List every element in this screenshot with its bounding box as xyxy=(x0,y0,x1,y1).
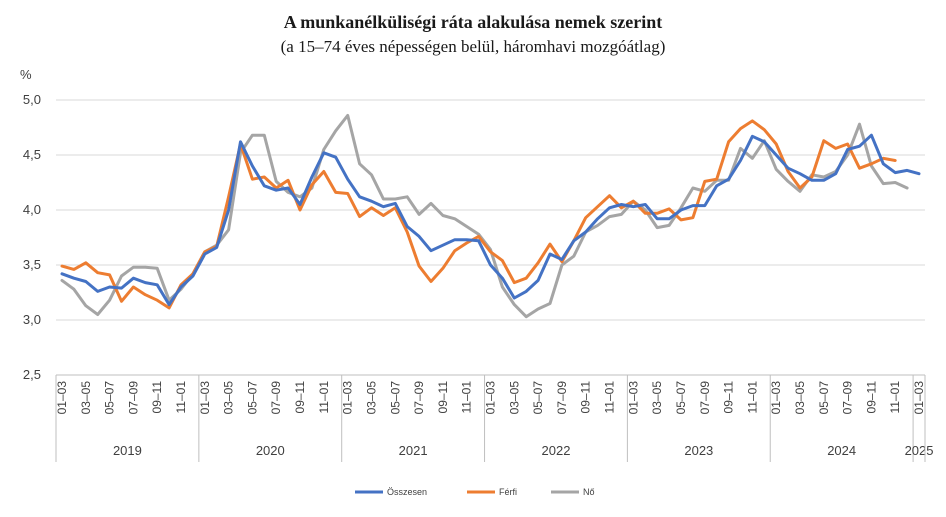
x-tick-label: 03–05 xyxy=(793,381,807,415)
series-line-osszesen xyxy=(60,133,921,307)
legend-label: Nő xyxy=(583,487,595,497)
x-tick-label: 11–01 xyxy=(888,381,902,414)
x-tick-label: 03–05 xyxy=(364,381,378,415)
y-tick-label: 2,5 xyxy=(23,367,41,382)
x-tick-label: 07–09 xyxy=(555,381,569,415)
x-tick-label: 01–03 xyxy=(626,381,640,415)
y-tick-label: 5,0 xyxy=(23,92,41,107)
x-tick-label: 09–11 xyxy=(579,381,593,414)
chart-title: A munkanélküliségi ráta alakulása nemek … xyxy=(283,12,663,32)
x-tick-label: 09–11 xyxy=(293,381,307,414)
y-tick-label: 4,5 xyxy=(23,147,41,162)
x-tick-label: 01–03 xyxy=(55,381,69,415)
x-tick-label: 09–11 xyxy=(722,381,736,414)
x-tick-label: 01–03 xyxy=(341,381,355,415)
x-tick-label: 07–09 xyxy=(698,381,712,415)
series-line-no xyxy=(60,113,909,319)
x-tick-label: 03–05 xyxy=(79,381,93,415)
x-tick-label: 05–07 xyxy=(388,381,402,415)
y-axis-unit-label: % xyxy=(20,67,32,82)
x-tick-label: 07–09 xyxy=(126,381,140,415)
year-label: 2020 xyxy=(256,443,285,458)
year-label: 2023 xyxy=(684,443,713,458)
x-tick-label: 03–05 xyxy=(507,381,521,415)
year-label: 2024 xyxy=(827,443,856,458)
x-tick-label: 07–09 xyxy=(412,381,426,415)
y-tick-label: 3,5 xyxy=(23,257,41,272)
x-tick-label: 09–11 xyxy=(436,381,450,414)
legend-label: Összesen xyxy=(387,487,427,497)
y-tick-label: 3,0 xyxy=(23,312,41,327)
x-tick-label: 05–07 xyxy=(817,381,831,415)
x-tick-label: 05–07 xyxy=(103,381,117,415)
x-tick-label: 07–09 xyxy=(269,381,283,415)
x-tick-label: 05–07 xyxy=(531,381,545,415)
x-tick-label: 03–05 xyxy=(222,381,236,415)
x-tick-label: 07–09 xyxy=(841,381,855,415)
x-tick-label: 01–03 xyxy=(912,381,926,415)
year-label: 2025 xyxy=(905,443,934,458)
chart-subtitle: (a 15–74 éves népességen belül, háromhav… xyxy=(280,37,666,56)
year-label: 2021 xyxy=(399,443,428,458)
x-tick-label: 05–07 xyxy=(674,381,688,415)
year-label: 2019 xyxy=(113,443,142,458)
x-tick-label: 11–01 xyxy=(460,381,474,414)
x-tick-label: 01–03 xyxy=(769,381,783,415)
x-tick-label: 05–07 xyxy=(245,381,259,415)
x-tick-label: 09–11 xyxy=(150,381,164,414)
year-label: 2022 xyxy=(542,443,571,458)
x-tick-label: 01–03 xyxy=(198,381,212,415)
x-tick-label: 03–05 xyxy=(650,381,664,415)
x-tick-label: 11–01 xyxy=(174,381,188,414)
y-tick-label: 4,0 xyxy=(23,202,41,217)
x-tick-label: 11–01 xyxy=(745,381,759,414)
x-tick-label: 11–01 xyxy=(317,381,331,414)
legend-label: Férfi xyxy=(499,487,517,497)
x-tick-label: 11–01 xyxy=(603,381,617,414)
x-tick-label: 09–11 xyxy=(864,381,878,414)
x-tick-label: 01–03 xyxy=(484,381,498,415)
